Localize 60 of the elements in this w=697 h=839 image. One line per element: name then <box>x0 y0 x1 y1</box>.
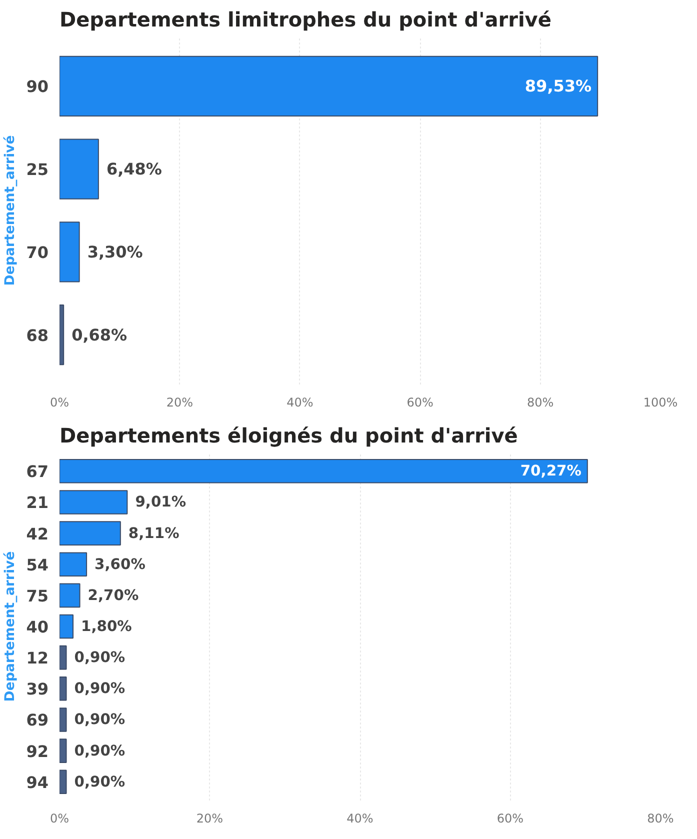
data-label: 89,53% <box>524 76 592 96</box>
y-tick-label: 12 <box>26 648 48 668</box>
y-tick-label: 92 <box>26 742 48 761</box>
data-label: 2,70% <box>88 586 139 604</box>
bar <box>60 583 80 608</box>
bar <box>60 552 88 577</box>
data-label: 0,90% <box>74 773 126 790</box>
y-tick-label: 69 <box>26 710 48 730</box>
y-axis-title: Departement_arrivé <box>3 135 18 286</box>
x-tick-label: 20% <box>196 812 224 826</box>
bar <box>60 676 67 701</box>
y-tick-label: 70 <box>26 242 48 262</box>
chart-title: Departements éloignés du point d'arrivé <box>60 424 518 448</box>
data-label: 9,01% <box>135 494 186 511</box>
x-tick-label: 0% <box>50 812 70 826</box>
x-tick-label: 80% <box>526 396 554 410</box>
bar <box>60 304 64 366</box>
y-tick-label: 94 <box>26 772 48 792</box>
x-tick-label: 100% <box>643 396 678 410</box>
x-tick-label: 60% <box>406 396 434 410</box>
x-tick-label: 60% <box>496 812 524 826</box>
bar <box>60 738 67 763</box>
data-label: 3,60% <box>94 556 146 573</box>
bar <box>60 56 598 117</box>
bar <box>60 645 67 670</box>
bar <box>60 770 67 794</box>
y-tick-label: 39 <box>26 680 48 699</box>
bar <box>60 222 80 282</box>
y-tick-label: 68 <box>26 326 48 345</box>
bar <box>60 614 74 639</box>
data-label: 0,90% <box>74 742 126 760</box>
y-tick-label: 25 <box>26 160 48 180</box>
bar <box>60 490 128 514</box>
x-tick-label: 40% <box>346 812 374 826</box>
y-tick-label: 21 <box>26 493 48 512</box>
y-tick-label: 67 <box>26 462 48 482</box>
data-label: 0,68% <box>72 325 128 344</box>
y-tick-label: 54 <box>26 555 48 574</box>
data-label: 0,90% <box>74 711 126 728</box>
data-label: 70,27% <box>520 462 582 480</box>
y-axis-title: Departement_arrivé <box>3 551 18 702</box>
data-label: 8,11% <box>128 524 180 542</box>
bar <box>60 458 588 484</box>
x-tick-label: 80% <box>647 812 674 826</box>
bar <box>60 708 67 732</box>
data-label: 6,48% <box>106 160 162 179</box>
bar <box>60 521 121 546</box>
y-tick-label: 75 <box>26 586 48 606</box>
y-tick-label: 42 <box>26 524 48 544</box>
y-tick-label: 90 <box>26 77 48 96</box>
x-tick-label: 0% <box>50 396 70 410</box>
x-tick-label: 40% <box>286 396 314 410</box>
data-label: 0,90% <box>74 680 126 698</box>
data-label: 0,90% <box>74 649 126 666</box>
x-tick-label: 20% <box>166 396 194 410</box>
bar <box>60 138 99 200</box>
chart-title: Departements limitrophes du point d'arrivé <box>60 8 552 32</box>
data-label: 1,80% <box>81 618 132 635</box>
y-tick-label: 40 <box>26 618 48 636</box>
data-label: 3,30% <box>87 242 143 262</box>
